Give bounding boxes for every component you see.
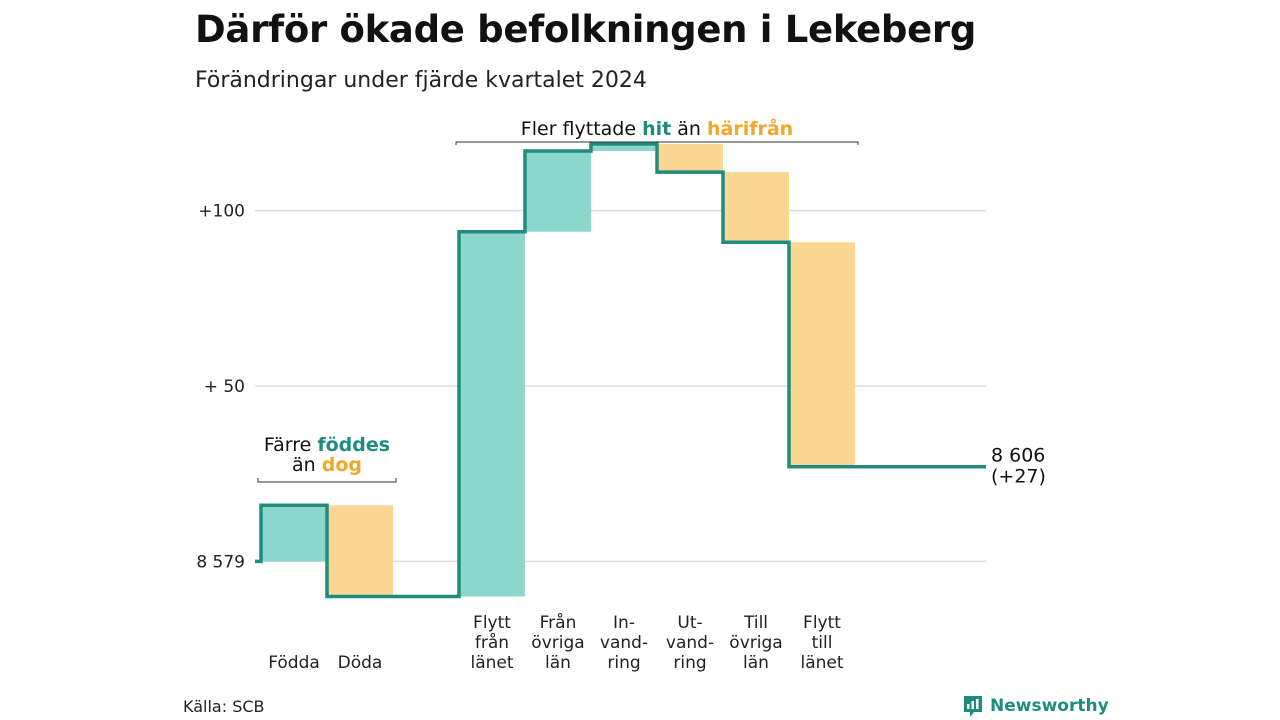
annotation-text: Fler flyttade hit än härifrån xyxy=(521,116,793,140)
end-value-label: 8 606 (+27) xyxy=(991,445,1046,488)
y-tick-label: 8 579 xyxy=(196,552,245,572)
bars xyxy=(261,144,855,597)
category-label: Flytt från länet xyxy=(470,613,513,673)
category-label: Till övriga län xyxy=(729,613,782,673)
category-label: Födda xyxy=(268,653,320,673)
bar-in xyxy=(591,144,657,152)
bar-out xyxy=(723,172,789,243)
y-tick-label: + 50 xyxy=(204,377,245,397)
annotation-bracket xyxy=(257,478,397,483)
bar-in xyxy=(525,151,591,232)
chart-subtitle: Förändringar under fjärde kvartalet 2024 xyxy=(195,68,647,93)
category-label: Ut-vand-ring xyxy=(666,613,714,673)
category-label: In-vand-ring xyxy=(600,613,648,673)
step-line xyxy=(255,142,986,599)
annotation-text: Färre föddes xyxy=(264,434,390,456)
newsworthy-logo-icon xyxy=(964,696,982,717)
chart-title: Därför ökade befolkningen i Lekeberg xyxy=(195,8,977,51)
annotation-bracket xyxy=(455,141,859,145)
y-tick-label: +100 xyxy=(198,202,245,222)
category-label: Från övriga län xyxy=(531,612,584,673)
bar-out xyxy=(789,242,855,467)
brand-name: Newsworthy xyxy=(990,696,1109,716)
category-label: Flytt till länet xyxy=(800,613,843,673)
labels: 8 579 + 50 +100 Födda Döda Flytt från länet Från… xyxy=(196,116,1046,673)
source-note: Källa: SCB xyxy=(183,697,265,716)
category-label: Döda xyxy=(338,653,383,673)
bar-out xyxy=(327,505,393,597)
bar-out xyxy=(657,144,723,173)
bar-in xyxy=(459,231,525,597)
brand-logo: Newsworthy xyxy=(962,694,1109,718)
annotation-text: än dog xyxy=(292,454,362,476)
step-line-layer xyxy=(255,142,986,599)
bar-in xyxy=(261,505,327,562)
